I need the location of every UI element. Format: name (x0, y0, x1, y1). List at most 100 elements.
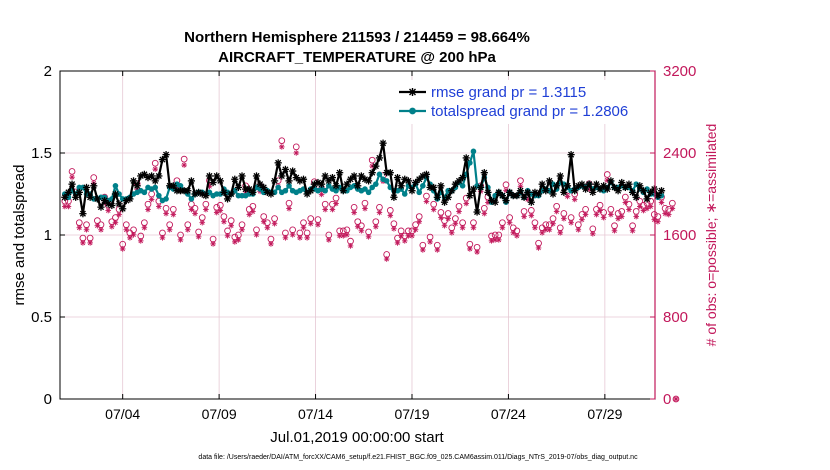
obs-assimilated-point (192, 210, 198, 217)
obs-possible-point (527, 207, 535, 214)
obs-assimilated-point (177, 237, 184, 243)
rmse-point (581, 185, 590, 193)
obs-assimilated-point (344, 232, 350, 238)
obs-assimilated-point (539, 229, 545, 236)
rmse-point (556, 172, 564, 180)
right-tick-label: 0 (663, 391, 671, 408)
obs-assimilated-point (611, 227, 618, 234)
obs-assimilated-point (488, 238, 495, 244)
obs-assimilated-point (546, 226, 553, 233)
obs-possible-point (162, 205, 170, 212)
obs-possible-point (556, 224, 564, 232)
rmse-point (151, 177, 159, 185)
obs-possible-point (289, 226, 297, 234)
rmse-point (93, 195, 101, 203)
obs-assimilated-point (109, 223, 115, 230)
obs-assimilated-point (322, 206, 328, 213)
rmse-point (625, 180, 633, 188)
obs-assimilated-point (571, 196, 578, 203)
obs-possible-point (632, 208, 640, 215)
obs-assimilated-point (492, 237, 498, 243)
totalspread-point (420, 183, 426, 189)
totalspread-point (163, 196, 169, 202)
obs-assimilated-point (163, 210, 169, 217)
obs-possible-point (470, 219, 477, 227)
obs-assimilated-point (98, 226, 104, 233)
rmse-point (455, 177, 463, 185)
obs-assimilated-point (65, 203, 72, 210)
obs-assimilated-point (456, 208, 462, 215)
obs-possible-point (285, 199, 293, 207)
rmse-point (592, 180, 601, 188)
data-file-footnote: data file: /Users/raeder/DAI/ATM_forcXX/… (198, 454, 638, 461)
obs-assimilated-point (430, 206, 437, 213)
obs-possible-point (227, 217, 235, 225)
obs-possible-point (372, 218, 380, 226)
rmse-point (148, 172, 156, 180)
left-tick-label: 1.5 (31, 145, 52, 162)
rmse-point (502, 196, 510, 205)
rmse-point (527, 198, 535, 206)
totalspread-point (416, 189, 423, 196)
obs-possible-point (509, 224, 517, 232)
rmse-point (585, 180, 593, 188)
obs-assimilated-point (304, 235, 310, 241)
obs-possible-point (180, 155, 188, 163)
obs-possible-point (596, 201, 604, 209)
rmse-point (534, 190, 543, 198)
rmse-point (628, 188, 637, 196)
rmse-point (90, 182, 98, 190)
obs-assimilated-point (137, 238, 144, 244)
rmse-point (390, 193, 398, 201)
obs-possible-point (144, 200, 152, 208)
rmse-point (270, 177, 279, 185)
rmse-point (498, 192, 506, 200)
right-tick-label: 1600 (663, 227, 696, 244)
rmse-point (571, 187, 579, 195)
obs-possible-point (137, 232, 145, 240)
obs-possible-point (260, 213, 268, 220)
x-tick-label: 07/14 (298, 406, 333, 422)
x-axis-label: Jul.01,2019 00:00:00 start (270, 429, 444, 446)
totalspread-point (177, 183, 184, 189)
obs-assimilated-point (452, 220, 459, 227)
rmse-point (209, 178, 217, 187)
obs-possible-point (437, 209, 445, 216)
obs-possible-point (224, 227, 231, 235)
obs-possible-point (376, 203, 383, 211)
rmse-point (82, 183, 91, 192)
rmse-point (477, 183, 485, 192)
obs-assimilated-point (589, 230, 596, 237)
rmse-point (234, 183, 242, 192)
totalspread-point (275, 184, 281, 191)
obs-assimilated-point (394, 240, 401, 246)
obs-assimilated-point (260, 218, 267, 225)
rmse-point (553, 182, 561, 190)
obs-possible-point (300, 219, 307, 227)
obs-assimilated-point (420, 247, 426, 253)
obs-assimilated-point (112, 219, 119, 226)
obs-assimilated-point (221, 218, 227, 225)
obs-assimilated-point (542, 226, 549, 233)
obs-assimilated-point (568, 219, 574, 226)
rmse-point (126, 195, 134, 203)
rmse-point (267, 190, 275, 198)
obs-assimilated-point (228, 222, 234, 229)
totalspread-point (141, 189, 148, 196)
obs-assimilated-point (474, 249, 480, 255)
chart-title-line2: AIRCRAFT_TEMPERATURE @ 200 hPa (218, 49, 496, 66)
rmse-point (639, 187, 648, 195)
right-axis-ticks: 0 800 1600 2400 3200 (650, 63, 696, 408)
obs-possible-point (90, 174, 98, 181)
obs-assimilated-point (391, 225, 397, 232)
obs-assimilated-point (286, 205, 292, 212)
rmse-point (614, 187, 622, 195)
rmse-point (422, 170, 431, 178)
rmse-point (202, 192, 210, 200)
rmse-point (393, 174, 402, 182)
rmse-point (473, 208, 481, 216)
rmse-point (379, 139, 387, 147)
totalspread-point (467, 160, 473, 166)
obs-possible-point (343, 226, 351, 234)
obs-assimilated-point (87, 240, 93, 246)
